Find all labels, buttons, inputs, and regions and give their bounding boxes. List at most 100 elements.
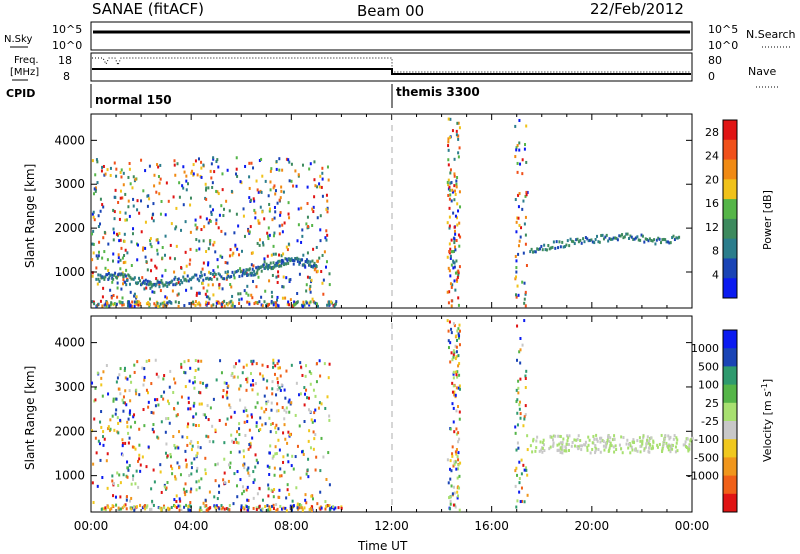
echo-cell	[91, 429, 94, 433]
echo-cell	[141, 248, 144, 252]
echo-cell	[612, 445, 615, 449]
echo-cell	[446, 319, 449, 323]
echo-cell	[240, 504, 243, 508]
echo-cell	[267, 487, 270, 491]
echo-cell	[101, 394, 104, 398]
echo-cell	[200, 509, 203, 513]
echo-cell	[278, 253, 281, 257]
echo-cell	[514, 277, 517, 281]
echo-cell	[163, 390, 166, 394]
echo-cell	[171, 472, 174, 476]
echo-cell	[237, 269, 240, 273]
echo-cell	[125, 507, 128, 511]
echo-cell	[133, 292, 136, 296]
echo-cell	[287, 430, 290, 434]
echo-cell	[97, 225, 100, 229]
echo-cell	[205, 504, 208, 508]
echo-cell	[269, 430, 272, 434]
echo-cell	[327, 451, 330, 455]
echo-cell	[91, 481, 94, 485]
echo-cell	[237, 441, 240, 445]
echo-cell	[587, 443, 590, 447]
echo-cell	[306, 275, 309, 279]
echo-cell	[124, 274, 127, 278]
colorbar-swatch	[723, 218, 737, 240]
echo-cell	[306, 251, 309, 255]
echo-cell	[640, 233, 643, 237]
echo-cell	[276, 377, 279, 381]
echo-cell	[311, 207, 314, 211]
echo-cell	[159, 289, 162, 293]
echo-cell	[577, 434, 580, 438]
echo-cell	[184, 277, 187, 281]
echo-cell	[298, 393, 301, 397]
echo-cell	[450, 469, 453, 473]
echo-cell	[453, 245, 456, 249]
echo-cell	[190, 466, 193, 470]
echo-cell	[245, 505, 248, 509]
echo-cell	[270, 504, 273, 508]
echo-cell	[264, 265, 267, 269]
echo-cell	[309, 446, 312, 450]
echo-cell	[283, 388, 286, 392]
echo-cell	[197, 359, 200, 363]
echo-cell	[320, 185, 323, 189]
echo-cell	[322, 278, 325, 282]
echo-cell	[198, 279, 201, 283]
echo-cell	[177, 277, 180, 281]
echo-cell	[324, 507, 327, 511]
echo-cell	[453, 265, 456, 269]
echo-cell	[523, 415, 526, 419]
echo-cell	[173, 377, 176, 381]
echo-cell	[207, 261, 210, 265]
echo-cell	[453, 460, 456, 464]
echo-cell	[300, 240, 303, 244]
echo-cell	[272, 358, 275, 362]
echo-cell	[150, 382, 153, 386]
echo-cell	[682, 443, 685, 447]
echo-cell	[312, 388, 315, 392]
echo-cell	[190, 487, 193, 491]
echo-cell	[632, 438, 635, 442]
echo-cell	[309, 260, 312, 264]
echo-cell	[456, 375, 459, 379]
echo-cell	[107, 425, 110, 429]
echo-cell	[240, 249, 243, 253]
echo-cell	[604, 235, 607, 239]
echo-cell	[261, 241, 264, 245]
echo-cell	[309, 410, 312, 414]
echo-cell	[125, 268, 128, 272]
echo-cell	[457, 296, 460, 300]
echo-cell	[304, 493, 307, 497]
echo-cell	[194, 159, 197, 163]
echo-cell	[245, 408, 248, 412]
echo-cell	[214, 479, 217, 483]
echo-cell	[608, 446, 611, 450]
echo-cell	[143, 367, 146, 371]
echo-cell	[218, 484, 221, 488]
echo-cell	[453, 462, 456, 466]
echo-cell	[328, 362, 331, 366]
y-tick-label: 1000	[54, 469, 85, 483]
echo-cell	[206, 276, 209, 280]
echo-cell	[195, 423, 198, 427]
echo-cell	[157, 165, 160, 169]
echo-cell	[273, 231, 276, 235]
echo-cell	[268, 473, 271, 477]
echo-cell	[674, 450, 677, 454]
echo-cell	[543, 449, 546, 453]
echo-cell	[287, 242, 290, 246]
echo-cell	[607, 434, 610, 438]
echo-cell	[177, 292, 180, 296]
echo-cell	[116, 286, 119, 290]
echo-cell	[251, 379, 254, 383]
echo-cell	[91, 274, 94, 278]
echo-cell	[128, 436, 131, 440]
echo-cell	[655, 238, 658, 242]
echo-cell	[209, 169, 212, 173]
echo-cell	[599, 450, 602, 454]
echo-cell	[587, 239, 590, 243]
echo-cell	[457, 463, 460, 467]
echo-cell	[220, 229, 223, 233]
echo-cell	[561, 448, 564, 452]
